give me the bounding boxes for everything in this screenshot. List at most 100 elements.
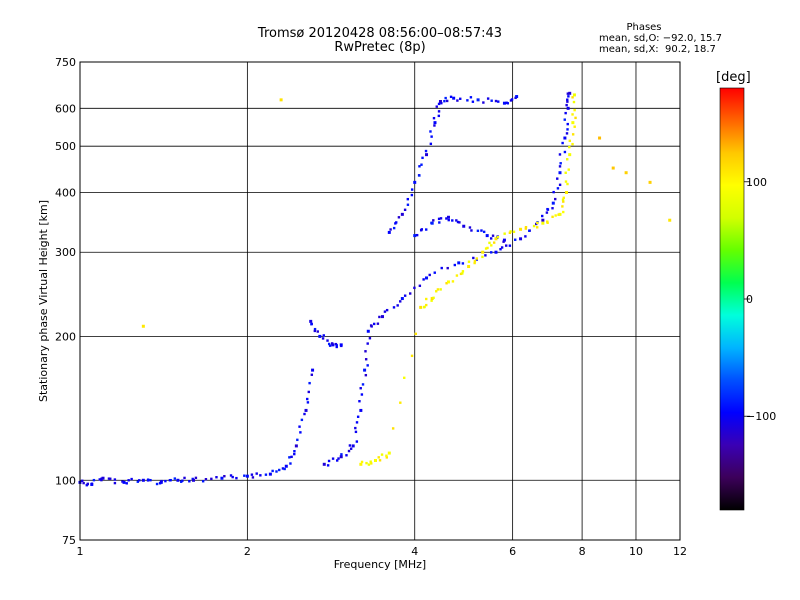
echo-point xyxy=(668,218,672,222)
echo-point xyxy=(432,296,435,300)
plot-frame xyxy=(79,61,681,541)
echo-point xyxy=(283,467,286,471)
echo-point xyxy=(372,322,376,326)
echo-point xyxy=(422,278,425,281)
echo-point xyxy=(410,188,414,191)
echo-point xyxy=(435,290,438,293)
echo-point xyxy=(425,153,429,157)
echo-point xyxy=(566,106,570,110)
echo-point xyxy=(348,444,352,447)
echo-point xyxy=(573,108,576,112)
echo-point xyxy=(419,305,423,309)
phases-legend-x-line: mean, sd,X: 90.2, 18.7 xyxy=(599,44,716,55)
echo-point xyxy=(568,139,571,143)
echo-point xyxy=(451,280,455,283)
echo-point xyxy=(453,263,457,267)
echo-point xyxy=(503,232,506,235)
echo-point xyxy=(566,100,569,103)
echo-point xyxy=(571,96,574,99)
echo-point xyxy=(378,315,381,319)
echo-point xyxy=(459,272,463,276)
echo-point xyxy=(461,272,464,275)
echo-point xyxy=(439,288,442,291)
echo-point xyxy=(164,479,167,483)
echo-point xyxy=(490,251,493,254)
echo-point xyxy=(509,99,513,102)
echo-point xyxy=(90,482,94,485)
echo-point xyxy=(494,237,498,241)
echo-point xyxy=(430,221,434,225)
echo-point xyxy=(558,212,562,216)
echo-point xyxy=(377,456,380,459)
echo-point xyxy=(368,337,372,340)
echo-point xyxy=(565,103,568,107)
trace xyxy=(413,215,506,243)
y-tick-label: 200 xyxy=(55,330,76,343)
echo-point xyxy=(563,150,567,154)
echo-point xyxy=(490,99,493,102)
echo-point xyxy=(92,478,96,482)
echo-point xyxy=(364,373,368,377)
echo-point xyxy=(556,177,559,180)
echo-point xyxy=(299,431,302,434)
echo-point xyxy=(423,305,426,309)
echo-point xyxy=(505,101,508,104)
echo-point xyxy=(223,474,226,478)
y-axis-label: Stationary phase Virtual Height [km] xyxy=(37,200,50,402)
echo-point xyxy=(159,480,163,484)
echo-point xyxy=(572,93,576,97)
echo-point xyxy=(528,229,531,232)
echo-point xyxy=(365,461,368,465)
echo-point xyxy=(494,250,498,254)
echo-point xyxy=(551,215,554,219)
echo-point xyxy=(284,464,288,468)
echo-point xyxy=(446,215,450,219)
trace xyxy=(387,95,519,234)
echo-point xyxy=(376,322,380,325)
colorbar-tick-label: 0 xyxy=(746,293,753,306)
echo-point xyxy=(400,212,404,216)
echo-point xyxy=(490,244,493,247)
echo-point xyxy=(554,197,557,201)
echo-point xyxy=(425,228,428,231)
echo-point xyxy=(473,261,476,265)
echo-point xyxy=(380,453,384,456)
echo-point xyxy=(502,101,506,105)
echo-point xyxy=(566,182,569,186)
echo-point xyxy=(449,95,453,99)
echo-point xyxy=(366,329,370,333)
echo-point xyxy=(425,303,428,307)
echo-point xyxy=(571,142,574,146)
x-tick-label: 10 xyxy=(629,545,643,558)
echo-point xyxy=(395,221,398,224)
echo-point xyxy=(485,234,489,238)
echo-point xyxy=(351,444,355,448)
echo-point xyxy=(515,95,519,99)
echo-point xyxy=(180,480,183,483)
x-tick-label: 1 xyxy=(77,545,84,558)
echo-point xyxy=(568,153,572,157)
echo-point xyxy=(307,390,310,394)
echo-point xyxy=(82,481,85,485)
echo-point xyxy=(481,250,485,254)
echo-point xyxy=(467,265,471,269)
echo-point xyxy=(306,401,310,404)
echo-point xyxy=(322,462,326,466)
echo-point xyxy=(439,217,443,220)
echo-point xyxy=(546,207,549,211)
echo-point xyxy=(481,255,484,259)
y-tick-label: 600 xyxy=(55,102,76,115)
echo-point xyxy=(433,271,436,274)
echo-point xyxy=(451,219,454,222)
echo-point xyxy=(413,180,417,184)
echo-point xyxy=(468,226,472,229)
echo-point xyxy=(433,124,436,127)
echo-point xyxy=(275,470,278,473)
echo-point xyxy=(369,460,372,463)
echo-point xyxy=(387,451,391,455)
echo-point xyxy=(125,482,128,485)
echo-point xyxy=(313,327,317,331)
echo-point xyxy=(492,241,496,244)
colorbar xyxy=(719,87,745,511)
echo-point xyxy=(502,240,505,243)
